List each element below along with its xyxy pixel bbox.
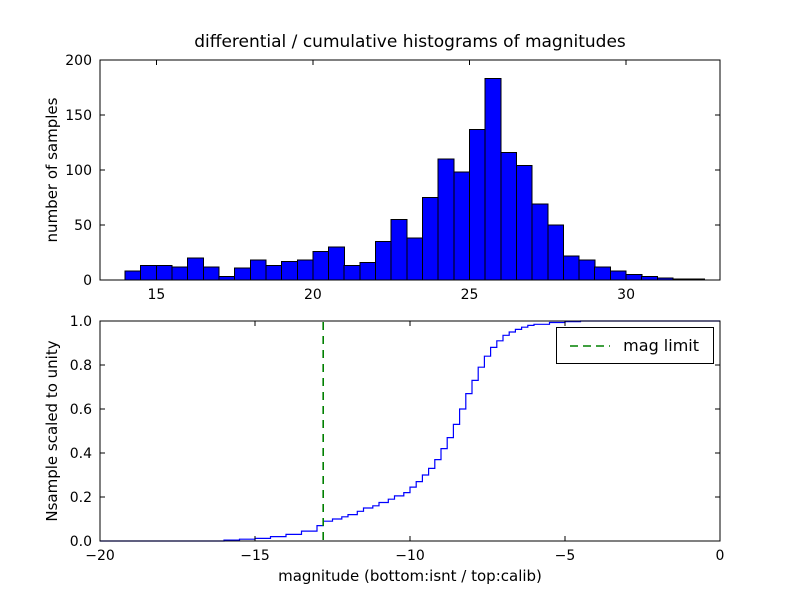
x-tick-label: 0 [716, 548, 725, 564]
y-tick-label: 50 [74, 218, 92, 234]
x-tick-label: 25 [461, 287, 479, 303]
bottom-chart-ylabel: Nsample scaled to unity [43, 340, 61, 522]
histogram-bar [531, 203, 549, 281]
histogram-bar [187, 257, 204, 281]
histogram-bar [171, 266, 189, 281]
histogram-bar [406, 237, 424, 281]
y-tick-label: 0.8 [70, 358, 92, 374]
histogram-bar [625, 274, 643, 281]
histogram-bar [469, 128, 486, 281]
histogram-bar [375, 241, 392, 281]
x-tick-label: −20 [85, 548, 115, 564]
histogram-bar [359, 261, 377, 281]
histogram-bar [609, 270, 627, 281]
histogram-bar [343, 265, 361, 281]
histogram-bar [390, 219, 408, 281]
histogram-bar [422, 197, 439, 281]
histogram-bar [281, 260, 298, 281]
y-tick-label: 150 [65, 108, 92, 124]
histogram-bar [312, 250, 330, 281]
y-tick-label: 200 [65, 53, 92, 69]
x-tick-label: 20 [304, 287, 322, 303]
histogram-bar [547, 224, 564, 281]
x-tick-label: −15 [240, 548, 270, 564]
histogram-bar [265, 265, 283, 281]
histogram-bar [140, 265, 157, 281]
histogram-bar [578, 259, 596, 281]
histogram-bar [594, 266, 611, 281]
y-tick-label: 0.4 [70, 446, 92, 462]
histogram-bar [155, 265, 173, 281]
histogram-bar [296, 259, 314, 281]
x-tick-label: −5 [555, 548, 576, 564]
y-tick-label: 0 [83, 273, 92, 289]
y-tick-label: 100 [65, 163, 92, 179]
y-tick-label: 1.0 [70, 314, 92, 330]
top-histogram-axes: 15 20 25 30 0 50 100 150 200 [65, 53, 721, 303]
histogram-bar [202, 266, 220, 281]
y-tick-label: 0.0 [70, 534, 92, 550]
histogram-bar [437, 158, 455, 281]
histogram-bar [249, 259, 267, 281]
y-tick-label: 0.2 [70, 490, 92, 506]
histogram-bar [516, 165, 533, 281]
bottom-chart-xlabel: magnitude (bottom:isnt / top:calib) [278, 567, 542, 585]
top-chart-ylabel: number of samples [43, 97, 61, 243]
histogram-bar [484, 78, 502, 281]
x-tick-label: 30 [617, 287, 635, 303]
histogram-bar [562, 255, 580, 281]
legend: mag limit [556, 327, 714, 364]
y-tick-label: 0.6 [70, 402, 92, 418]
histogram-bar [500, 151, 517, 281]
bottom-cumulative-axes: −20 −15 −10 −5 0 0.0 0.2 0.4 0.6 0.8 1.0 [70, 314, 725, 564]
figure-title: differential / cumulative histograms of … [194, 32, 626, 52]
legend-line-sample [570, 344, 611, 347]
x-tick-label: 15 [147, 287, 165, 303]
histogram-bar [124, 270, 142, 281]
legend-label: mag limit [623, 336, 699, 355]
histogram-bar [328, 246, 345, 281]
cumulative-step-line [100, 320, 720, 542]
x-tick-label: −10 [395, 548, 425, 564]
histogram-bar [453, 171, 470, 281]
histogram-bar [234, 267, 251, 281]
